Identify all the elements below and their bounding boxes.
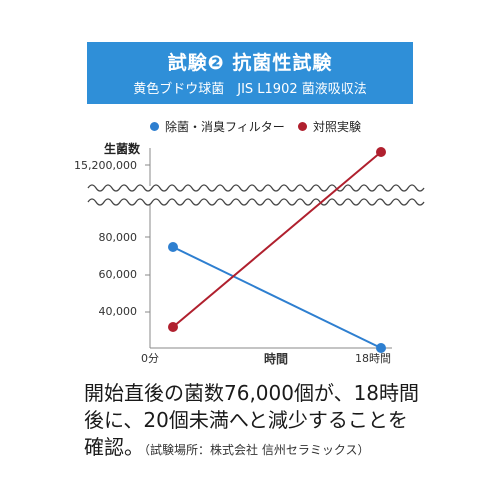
caption: 開始直後の菌数76,000個が、18時間後に、20個未満へと減少することを確認。…: [84, 380, 424, 464]
x-axis-label: 時間: [264, 352, 289, 366]
chart-header: 試験❷ 抗菌性試験 黄色ブドウ球菌 JIS L1902 菌液吸収法: [87, 42, 413, 104]
series-line: [172, 151, 382, 328]
legend-item-control: 対照実験: [298, 118, 361, 135]
y-tick-label: 40,000: [98, 305, 138, 318]
caption-source: （試験場所：株式会社 信州セラミックス）: [144, 443, 370, 457]
legend-marker-control: [298, 122, 307, 131]
data-point: [376, 343, 386, 353]
x-tick-label: 18時間: [355, 352, 391, 365]
chart-subtitle: 黄色ブドウ球菌 JIS L1902 菌液吸収法: [133, 82, 367, 97]
legend-label-control: 対照実験: [313, 120, 362, 134]
x-tick-label: 0分: [141, 352, 159, 365]
series-line: [172, 246, 382, 349]
y-tick-label: 80,000: [98, 231, 138, 244]
caption-text: 開始直後の菌数76,000個が、18時間後に、20個未満へと減少することを確認。: [84, 381, 420, 459]
data-point: [376, 147, 386, 157]
legend-marker-filter: [150, 122, 159, 131]
legend-item-filter: 除菌・消臭フィルター: [150, 118, 285, 135]
data-point: [168, 242, 178, 252]
chart-title: 試験❷ 抗菌性試験: [167, 52, 333, 74]
axis-break-wave: [87, 184, 425, 192]
data-point: [168, 322, 178, 332]
legend-label-filter: 除菌・消臭フィルター: [165, 120, 285, 134]
y-axis-label: 生菌数: [104, 142, 141, 156]
y-tick-label: 15,200,000: [74, 159, 137, 172]
axis-break-wave: [87, 198, 425, 206]
y-tick-label: 60,000: [98, 268, 138, 281]
